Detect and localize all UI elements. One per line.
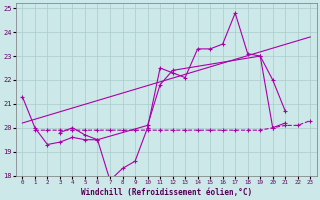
X-axis label: Windchill (Refroidissement éolien,°C): Windchill (Refroidissement éolien,°C): [81, 188, 252, 197]
